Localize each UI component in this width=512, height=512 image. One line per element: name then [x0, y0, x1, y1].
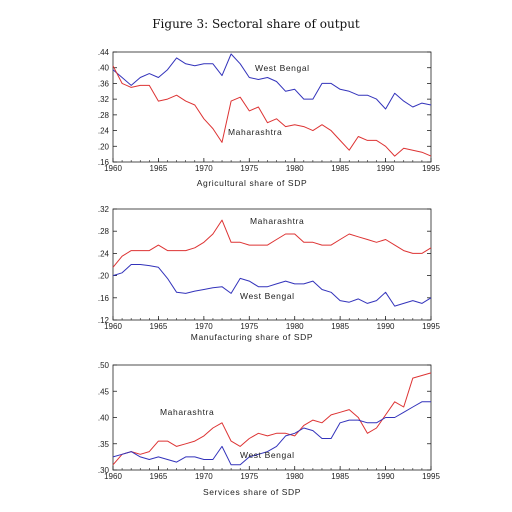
x-tick-label: 1985 — [331, 472, 349, 481]
y-tick-label: .35 — [98, 440, 110, 449]
x-tick-label: 1975 — [240, 322, 258, 331]
y-tick-label: .50 — [98, 361, 110, 370]
x-tick-label: 1970 — [195, 472, 213, 481]
y-tick-label: .16 — [98, 294, 110, 303]
series-label-west-bengal: West Bengal — [240, 291, 295, 301]
series-line-maharashtra — [112, 65, 432, 157]
x-tick-label: 1980 — [286, 322, 304, 331]
x-tick-label: 1995 — [422, 322, 440, 331]
y-tick-label: .32 — [98, 95, 110, 104]
x-tick-label: 1970 — [195, 322, 213, 331]
y-tick-label: .40 — [98, 414, 110, 423]
series-line-maharashtra — [112, 219, 432, 268]
x-tick-label: 1995 — [422, 472, 440, 481]
series-label-maharashtra: Maharashtra — [160, 407, 214, 417]
x-tick-label: 1960 — [104, 322, 122, 331]
figure-title: Figure 3: Sectoral share of output — [152, 17, 360, 31]
series-label-maharashtra: Maharashtra — [228, 127, 282, 137]
series-line-maharashtra — [112, 372, 432, 466]
series-line-west-bengal — [112, 264, 432, 307]
x-tick-label: 1980 — [286, 472, 304, 481]
x-tick-label: 1990 — [377, 164, 395, 173]
y-tick-label: .28 — [98, 227, 110, 236]
series-label-west-bengal: West Bengal — [255, 63, 310, 73]
y-tick-label: .44 — [98, 48, 110, 57]
x-tick-label: 1985 — [331, 322, 349, 331]
x-tick-label: 1970 — [195, 164, 213, 173]
y-tick-label: .24 — [98, 249, 110, 258]
y-tick-label: .12 — [98, 316, 110, 325]
x-axis-label: Agricultural share of SDP — [197, 178, 307, 188]
y-tick-label: .32 — [98, 205, 110, 214]
series-label-west-bengal: West Bengal — [240, 450, 295, 460]
x-tick-label: 1965 — [150, 472, 168, 481]
series-label-maharashtra: Maharashtra — [250, 216, 304, 226]
series-line-west-bengal — [112, 53, 432, 110]
plot-frame — [112, 208, 432, 321]
x-axis-label: Manufacturing share of SDP — [191, 332, 313, 342]
x-tick-label: 1960 — [104, 472, 122, 481]
x-tick-label: 1960 — [104, 164, 122, 173]
x-tick-label: 1965 — [150, 164, 168, 173]
y-tick-label: .20 — [98, 272, 110, 281]
y-tick-label: .24 — [98, 127, 110, 136]
chart-panel-1: .16 .20 .24 .28 .32 .36 .40 .44 1960 1965 1970 1975… — [98, 48, 441, 188]
y-tick-label: .45 — [98, 387, 110, 396]
x-tick-label: 1975 — [240, 472, 258, 481]
x-tick-label: 1965 — [150, 322, 168, 331]
chart-panel-3: .30 .35 .40 .45 .50 1960 1965 1970 1975 1980 1985 1… — [98, 361, 441, 497]
chart-panel-2: .12 .16 .20 .24 .28 .32 1960 1965 1970 1975 1980 19… — [98, 205, 441, 342]
y-tick-label: .40 — [98, 64, 110, 73]
y-tick-label: .30 — [98, 466, 110, 475]
plot-frame — [112, 51, 432, 163]
series-line-west-bengal — [112, 401, 431, 466]
y-tick-label: .20 — [98, 142, 110, 151]
x-tick-label: 1995 — [422, 164, 440, 173]
x-axis-label: Services share of SDP — [203, 487, 301, 497]
x-tick-label: 1985 — [331, 164, 349, 173]
x-tick-label: 1990 — [377, 322, 395, 331]
x-tick-label: 1990 — [377, 472, 395, 481]
y-tick-label: .16 — [98, 158, 110, 167]
y-tick-label: .28 — [98, 111, 110, 120]
x-tick-label: 1975 — [240, 164, 258, 173]
x-tick-label: 1980 — [286, 164, 304, 173]
y-tick-label: .36 — [98, 79, 110, 88]
